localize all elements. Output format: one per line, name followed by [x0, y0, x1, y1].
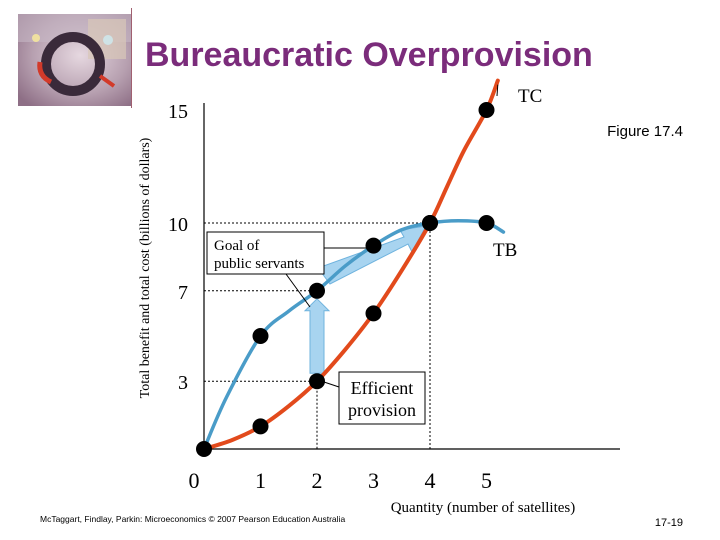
- series-tb-point-4: [478, 215, 495, 231]
- y-tick-label-0: 3: [178, 372, 188, 394]
- up-arrow: [303, 298, 331, 374]
- y-tick-label-3: 15: [168, 101, 188, 123]
- x-tick-label-5: 5: [481, 468, 492, 493]
- y-axis-title: Total benefit and total cost (billions o…: [138, 137, 153, 398]
- header-divider: [131, 8, 132, 108]
- series-tb-label: TB: [493, 240, 517, 261]
- x-axis-title: Quantity (number of satellites): [391, 500, 576, 516]
- x-tick-label-1: 1: [255, 468, 266, 493]
- efficient-leader-line: [323, 381, 340, 388]
- series-tc-label: TC: [518, 86, 542, 107]
- series-tb-line: [202, 218, 506, 451]
- footer-citation: McTaggart, Findlay, Parkin: Microeconomi…: [40, 514, 345, 524]
- textbook-logo-image: [18, 14, 131, 106]
- goal-annotation-line-0: Goal of: [214, 238, 259, 254]
- efficient-annotation-line-0: Efficient: [351, 378, 414, 398]
- goal-annotation-line-1: public servants: [214, 256, 305, 272]
- series-tc-point-0: [196, 441, 212, 457]
- slide-title: Bureaucratic Overprovision: [145, 36, 593, 74]
- goal-leader-line-2: [285, 273, 311, 308]
- y-tick-label-1: 7: [178, 282, 188, 304]
- x-tick-label-2: 2: [312, 468, 323, 493]
- y-tick-label-2: 10: [168, 214, 188, 236]
- series-tc-point-5: [478, 102, 495, 118]
- series-tb-point-2: [365, 237, 382, 254]
- slide-number: 17-19: [655, 517, 683, 529]
- x-tick-label-4: 4: [425, 468, 436, 493]
- series-tc-point-1: [252, 418, 269, 435]
- series-tb-point-0: [252, 328, 269, 344]
- series-tc-point-3: [365, 305, 382, 322]
- tc-label-leader: [496, 84, 499, 97]
- series-tb-point-1: [309, 282, 325, 299]
- series-tb-point-3: [422, 215, 438, 231]
- efficient-annotation-box: [338, 371, 426, 425]
- figure-label: Figure 17.4: [607, 123, 683, 140]
- goal-annotation-box: [206, 231, 325, 275]
- x-tick-label-0: 0: [189, 468, 200, 493]
- efficient-annotation-line-1: provision: [348, 400, 416, 420]
- series-tc-point-2: [309, 373, 325, 390]
- x-tick-label-3: 3: [368, 468, 379, 493]
